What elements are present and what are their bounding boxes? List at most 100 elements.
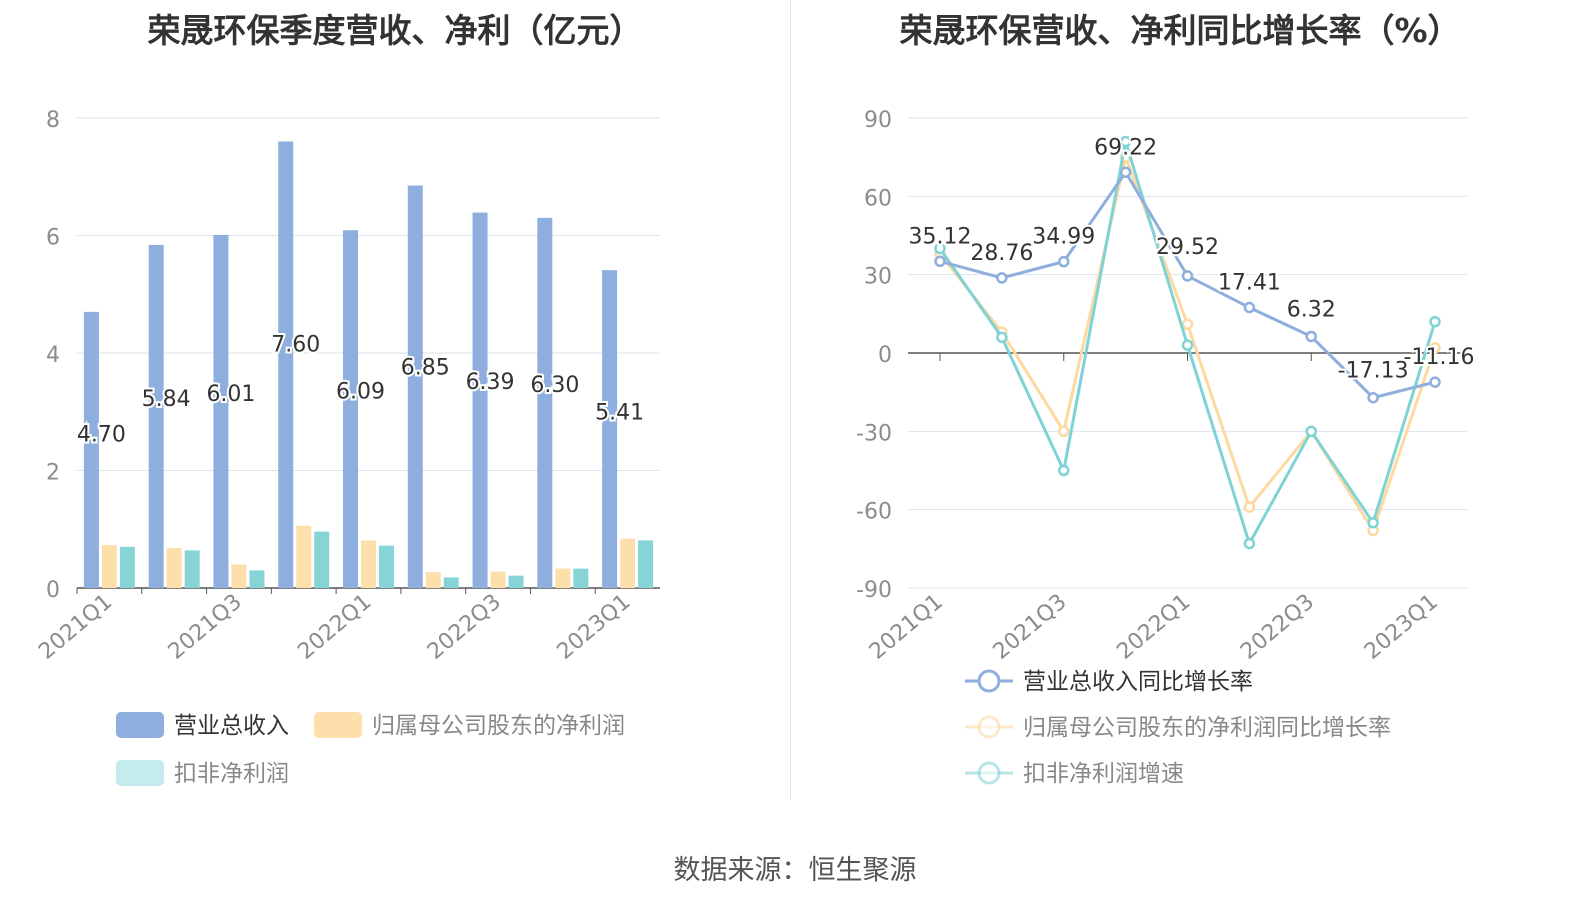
series-point-revenue [1429,376,1441,388]
growth-data-label: 28.76 [970,241,1033,266]
bar-net-profit [101,545,117,588]
legend-label: 营业总收入 [174,713,289,739]
right-y-tick-label: -30 [856,421,892,446]
right-x-tick-label: 2021Q3 [989,589,1072,664]
series-point-revenue [1367,391,1379,404]
revenue-data-label: 5.41 [595,401,644,426]
bar-revenue [343,230,358,588]
bar-deducted-profit [314,531,330,588]
revenue-data-label: 6.09 [336,379,385,404]
revenue-data-label: 6.01 [206,382,255,407]
legend-marker [977,669,1001,693]
right-x-tick-label: 2022Q3 [1236,589,1319,664]
series-point-revenue [1058,255,1070,268]
right-y-tick-label: 90 [864,108,892,133]
bar-revenue [537,217,553,588]
growth-data-label: -11.16 [1404,345,1475,370]
left-y-tick-label: 8 [46,108,60,133]
bar-revenue [148,244,164,588]
right-y-tick-label: -60 [856,500,892,525]
left-x-tick-label: 2023Q1 [553,589,636,664]
revenue-data-label: 4.70 [77,423,126,448]
legend-swatch [314,712,362,738]
series-point-net-profit [1243,501,1256,513]
right-chart-title: 荣晟环保营收、净利同比增长率（%） [899,11,1461,50]
bar-deducted-profit [379,545,394,588]
legend-marker [977,761,1001,785]
left-y-tick-label: 0 [46,578,60,603]
right-y-tick-label: 0 [878,343,892,368]
growth-data-label: -17.13 [1338,359,1409,384]
bar-deducted-profit [508,575,524,588]
bar-net-profit [620,538,636,588]
revenue-data-label: 6.39 [466,370,515,395]
growth-data-label: 35.12 [909,224,972,249]
series-point-deducted-profit [1243,537,1256,550]
left-x-tick-label: 2022Q1 [293,589,376,664]
growth-data-label: 17.41 [1218,271,1281,296]
right-y-tick-label: 60 [864,186,892,211]
growth-data-label: 29.52 [1156,235,1219,260]
series-point-net-profit [1058,425,1070,438]
series-point-revenue [934,255,946,268]
series-point-deducted-profit [1181,339,1194,351]
bar-net-profit [490,571,506,588]
right-y-tick-label: -90 [856,578,892,603]
bar-revenue [83,311,99,588]
series-point-deducted-profit [1367,516,1379,529]
data-source: 数据来源：恒生聚源 [673,855,917,886]
series-point-deducted-profit [1058,464,1070,477]
growth-data-label: 6.32 [1287,297,1336,322]
bar-deducted-profit [573,568,589,588]
bar-deducted-profit [443,577,459,588]
bar-net-profit [166,548,182,588]
revenue-data-label: 7.60 [271,332,320,357]
bar-deducted-profit [249,570,265,588]
left-y-tick-label: 6 [46,226,60,251]
bar-net-profit [231,564,247,588]
series-point-deducted-profit [934,242,946,255]
bar-deducted-profit [119,546,135,588]
bar-revenue [602,270,618,588]
legend-swatch [116,760,164,786]
bar-deducted-profit [184,550,200,588]
chart-divider [790,0,791,800]
bar-net-profit [555,568,571,588]
series-point-deducted-profit [1429,315,1441,328]
legend-marker [977,715,1001,739]
series-point-net-profit [1429,342,1441,354]
bar-deducted-profit [638,540,654,588]
legend-label: 扣非净利润增速 [1023,761,1184,787]
left-y-tick-label: 4 [46,343,60,368]
bar-net-profit [425,572,441,588]
right-x-tick-label: 2023Q1 [1360,589,1443,664]
left-chart-title: 荣晟环保季度营收、净利（亿元） [147,11,643,50]
left-y-tick-label: 2 [46,461,60,486]
right-x-tick-label: 2022Q1 [1112,589,1195,664]
right-y-tick-label: 30 [864,265,892,290]
growth-data-label: 34.99 [1032,225,1095,250]
legend-swatch [116,712,164,738]
left-x-tick-label: 2021Q3 [164,589,247,664]
series-point-deducted-profit [1119,135,1132,148]
series-point-deducted-profit [996,331,1008,344]
series-point-revenue [1181,270,1194,282]
bar-net-profit [361,540,376,588]
revenue-data-label: 6.85 [401,356,450,381]
series-point-revenue [1243,301,1256,314]
bar-net-profit [296,525,312,588]
bar-revenue [407,185,423,588]
legend-label: 扣非净利润 [174,761,289,787]
series-point-net-profit [1181,318,1194,331]
growth-data-label: 69.22 [1094,135,1157,160]
revenue-data-label: 6.30 [530,373,579,398]
legend-label: 归属母公司股东的净利润 [372,713,625,739]
series-point-revenue [996,272,1008,284]
bar-revenue [278,141,294,588]
series-point-revenue [1119,166,1132,179]
bar-revenue [472,212,488,588]
legend-label: 营业总收入同比增长率 [1023,669,1253,695]
legend-label: 归属母公司股东的净利润同比增长率 [1023,715,1391,741]
series-point-revenue [1305,330,1317,343]
